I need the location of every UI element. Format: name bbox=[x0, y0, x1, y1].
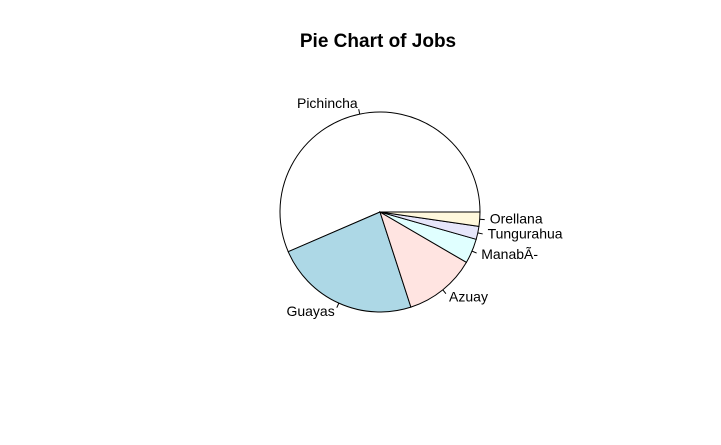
leader-line-guayas bbox=[336, 302, 340, 308]
leader-line-pichincha bbox=[358, 109, 361, 115]
slice-labels: Pichincha Guayas Azuay ManabÃ- TungurahuaOre… bbox=[286, 95, 562, 319]
leader-line-manab bbox=[471, 250, 477, 254]
leader-line-tungurahua bbox=[477, 232, 483, 235]
slice-label-azuay: Azuay bbox=[449, 288, 488, 304]
pie-slice-pichincha bbox=[279, 111, 481, 253]
slice-label-guayas: Guayas bbox=[286, 303, 334, 319]
chart-title: Pie Chart of Jobs bbox=[300, 31, 456, 52]
slice-label-tungurahua: Tungurahua bbox=[488, 226, 563, 242]
leader-line-azuay bbox=[442, 289, 447, 295]
pie-slices bbox=[279, 111, 481, 313]
pie-slice-azuay bbox=[379, 210, 468, 308]
slice-label-manab: ManabÃ- bbox=[481, 246, 538, 262]
slice-label-orellana: Orellana bbox=[490, 211, 543, 227]
label-leader-lines bbox=[336, 109, 485, 308]
slice-label-pichincha: Pichincha bbox=[297, 95, 358, 111]
